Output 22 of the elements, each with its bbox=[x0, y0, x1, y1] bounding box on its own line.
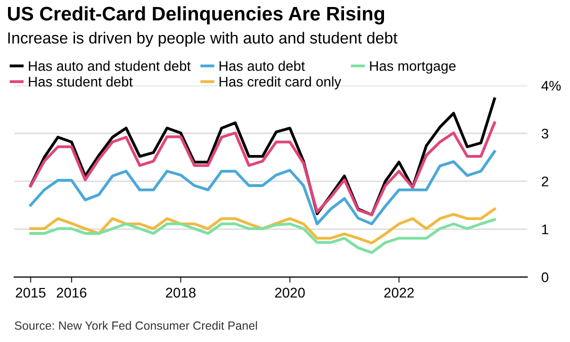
line-series bbox=[29, 218, 496, 254]
legend-label: Has auto debt bbox=[220, 60, 305, 71]
y-tick-label: 3 bbox=[542, 128, 548, 139]
legend-label: Has student debt bbox=[28, 76, 133, 87]
legend-label: Has mortgage bbox=[370, 61, 456, 74]
legend-label: Has credit card only bbox=[220, 76, 342, 90]
x-tick-label: 2015 bbox=[16, 288, 46, 298]
line-series bbox=[29, 150, 496, 226]
chart-title: US Credit-Card Delinquencies Are Rising bbox=[8, 6, 384, 24]
chart-subtitle: Increase is driven by people with auto and student debt bbox=[8, 32, 398, 47]
y-tick-label: 1 bbox=[542, 224, 548, 234]
y-tick-label: 4% bbox=[541, 80, 561, 91]
y-tick-label: 0 bbox=[542, 272, 548, 282]
x-tick-label: 2022 bbox=[384, 288, 414, 298]
line-series bbox=[29, 121, 496, 216]
line-series bbox=[29, 208, 496, 244]
source-note: Source: New York Fed Consumer Credit Panel bbox=[14, 321, 257, 330]
x-tick-label: 2016 bbox=[56, 288, 86, 298]
x-tick-label: 2020 bbox=[275, 288, 305, 298]
legend-label: Has auto and student debt bbox=[28, 60, 191, 71]
x-tick-label: 2018 bbox=[166, 288, 196, 298]
y-tick-label: 2 bbox=[542, 176, 548, 186]
